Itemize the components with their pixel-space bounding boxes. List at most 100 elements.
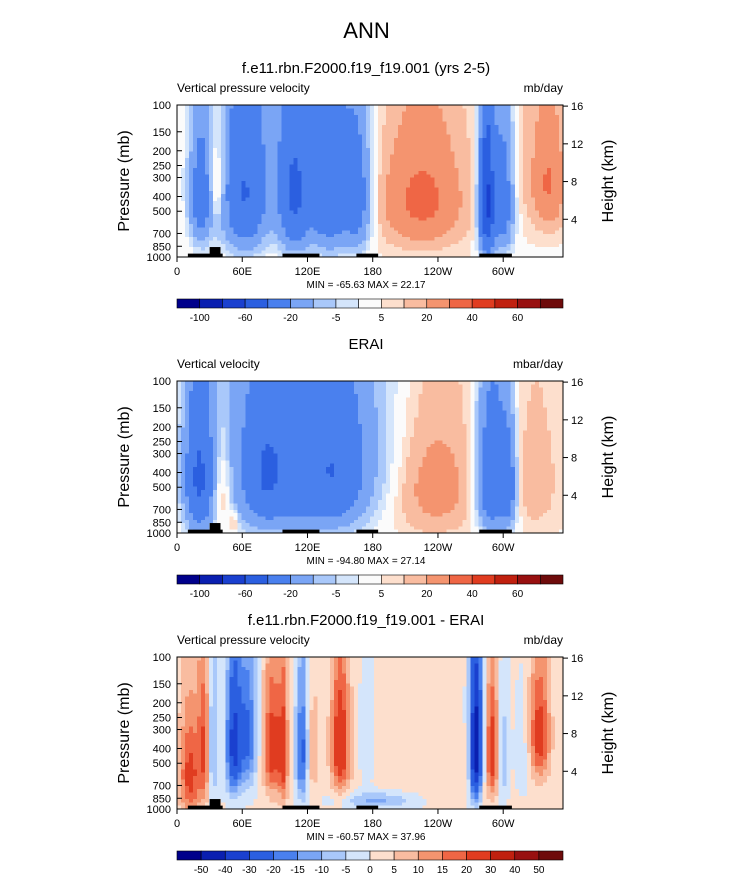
contour-cell: [265, 118, 271, 123]
contour-cell: [442, 138, 447, 142]
contour-cell: [406, 154, 411, 159]
y2-tick-label: 12: [571, 139, 583, 151]
contour-cell: [414, 128, 419, 133]
contour-cell: [558, 118, 564, 123]
contour-cell: [534, 161, 540, 166]
contour-cell: [510, 167, 516, 172]
contour-cell: [402, 154, 407, 159]
contour-cell: [245, 151, 250, 156]
contour-cell: [205, 144, 210, 149]
contour-cell: [442, 121, 447, 126]
contour-cell: [293, 131, 299, 136]
contour-cell: [506, 167, 512, 172]
contour-cell: [337, 181, 343, 185]
x-tick-label: 0: [174, 266, 180, 278]
contour-cell: [550, 151, 556, 156]
contour-cell: [490, 105, 496, 109]
contour-cell: [542, 121, 548, 126]
panel-units-label: mbar/day: [513, 357, 563, 371]
contour-cell: [197, 108, 202, 113]
contour-cell: [542, 114, 548, 119]
contour-cell: [498, 128, 504, 133]
contour-cell: [470, 118, 476, 123]
contour-cell: [225, 138, 230, 142]
contour-cell: [273, 131, 279, 136]
contour-cell: [289, 138, 295, 142]
contour-cell: [257, 157, 263, 162]
contour-cell: [550, 177, 556, 182]
contour-cell: [398, 114, 403, 119]
contour-cell: [402, 128, 407, 133]
contour-cell: [426, 174, 431, 179]
contour-cell: [341, 105, 347, 109]
contour-cell: [458, 157, 464, 162]
contour-cell: [241, 111, 246, 116]
contour-cell: [370, 108, 375, 113]
contour-cell: [253, 177, 259, 182]
contour-cell: [514, 134, 520, 139]
contour-cell: [450, 134, 456, 139]
contour-cell: [257, 141, 263, 146]
contour-cell: [249, 114, 254, 119]
contour-cell: [301, 171, 307, 175]
contour-cell: [341, 181, 347, 185]
contour-cell: [374, 121, 379, 126]
contour-cell: [281, 157, 287, 162]
contour-cell: [185, 147, 190, 152]
contour-cell: [470, 114, 476, 119]
contour-cell: [446, 151, 452, 156]
contour-cell: [285, 181, 291, 185]
contour-cell: [317, 118, 323, 123]
contour-cell: [193, 144, 198, 149]
contour-cell: [406, 131, 411, 136]
contour-cell: [446, 121, 452, 126]
contour-cell: [466, 167, 472, 172]
contour-cell: [394, 111, 399, 116]
contour-cell: [482, 151, 488, 156]
contour-cell: [402, 111, 407, 116]
contour-cell: [321, 181, 327, 185]
contour-cell: [554, 181, 560, 185]
contour-cell: [458, 151, 464, 156]
contour-cell: [205, 108, 210, 113]
contour-cell: [361, 124, 367, 129]
contour-cell: [502, 131, 508, 136]
contour-cell: [390, 147, 395, 152]
contour-cell: [289, 118, 295, 123]
contour-cell: [374, 161, 379, 166]
contour-cell: [217, 134, 222, 139]
contour-cell: [518, 147, 524, 152]
colorbar-label: 40: [467, 313, 479, 324]
contour-cell: [418, 141, 423, 146]
contour-cell: [394, 147, 399, 152]
contour-cell: [506, 154, 512, 159]
contour-cell: [233, 108, 238, 113]
contour-cell: [269, 161, 275, 166]
contour-cell: [205, 124, 210, 129]
contour-cell: [237, 161, 242, 166]
contour-cell: [406, 147, 411, 152]
contour-cell: [418, 181, 423, 185]
contour-cell: [558, 134, 564, 139]
contour-cell: [181, 138, 186, 142]
contour-cell: [325, 154, 331, 159]
contour-cell: [317, 177, 323, 182]
contour-cell: [189, 128, 194, 133]
contour-cell: [221, 177, 226, 182]
contour-cell: [434, 161, 439, 166]
contour-cell: [410, 144, 415, 149]
contour-cell: [205, 141, 210, 146]
contour-cell: [414, 154, 419, 159]
contour-cell: [277, 144, 283, 149]
contour-cell: [261, 157, 267, 162]
contour-cell: [530, 128, 536, 133]
contour-cell: [361, 164, 367, 169]
contour-cell: [438, 157, 443, 162]
contour-cell: [353, 171, 359, 175]
contour-cell: [257, 131, 263, 136]
contour-cell: [378, 131, 383, 136]
panel-units-label: mb/day: [524, 81, 563, 95]
contour-cell: [293, 124, 299, 129]
contour-cell: [510, 121, 516, 126]
contour-cell: [273, 157, 279, 162]
